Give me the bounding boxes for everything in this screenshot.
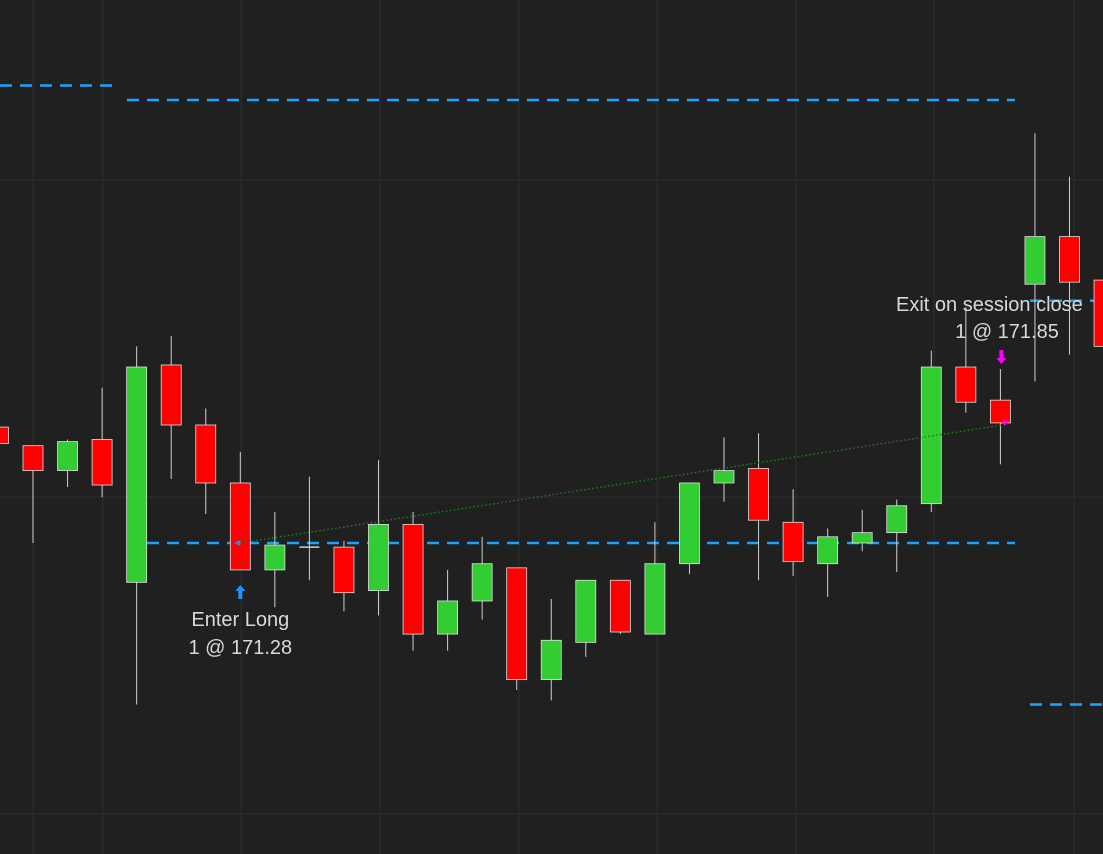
exit-label: Exit on session close: [896, 294, 1083, 316]
candle-body: [195, 424, 217, 484]
candle-body: [1024, 236, 1046, 285]
candle-body: [990, 399, 1011, 424]
candle-body: [402, 523, 424, 635]
candle-body: [920, 366, 942, 505]
exit-detail: 1 @ 171.85: [955, 321, 1059, 343]
entry-detail: 1 @ 171.28: [188, 637, 292, 659]
candle-body: [644, 563, 666, 635]
candle-body: [333, 546, 355, 594]
exit-tick: [1002, 419, 1009, 426]
candle-body: [713, 470, 735, 484]
candle-body: [1059, 236, 1080, 283]
trade-line: [240, 424, 1003, 544]
candle-body: [679, 482, 700, 565]
candle-body: [748, 468, 769, 521]
candle-body: [540, 639, 562, 681]
candle-body: [160, 364, 182, 426]
candle-body: [57, 441, 78, 471]
candle-body: [22, 445, 44, 471]
candle-body: [126, 366, 148, 583]
exit-arrow: [996, 350, 1007, 364]
candle-body: [782, 521, 804, 563]
candle-body: [506, 567, 528, 681]
entry-arrow: [235, 585, 246, 599]
candle-body: [609, 579, 631, 633]
candle-body: [229, 482, 251, 571]
candle-body: [851, 532, 873, 544]
candle-body: [1093, 279, 1103, 347]
candle-body: [368, 523, 389, 592]
candle-body: [471, 563, 493, 602]
entry-label: Enter Long: [191, 609, 289, 631]
candle-body: [575, 579, 597, 643]
candle-body: [91, 439, 113, 486]
candle-body: [955, 366, 977, 403]
entry-tick: [234, 540, 241, 546]
candle-body: [264, 544, 286, 571]
candle-body: [0, 426, 9, 445]
candle-body: [437, 600, 459, 635]
candle-body: [817, 536, 839, 565]
candle-body: [886, 505, 908, 534]
